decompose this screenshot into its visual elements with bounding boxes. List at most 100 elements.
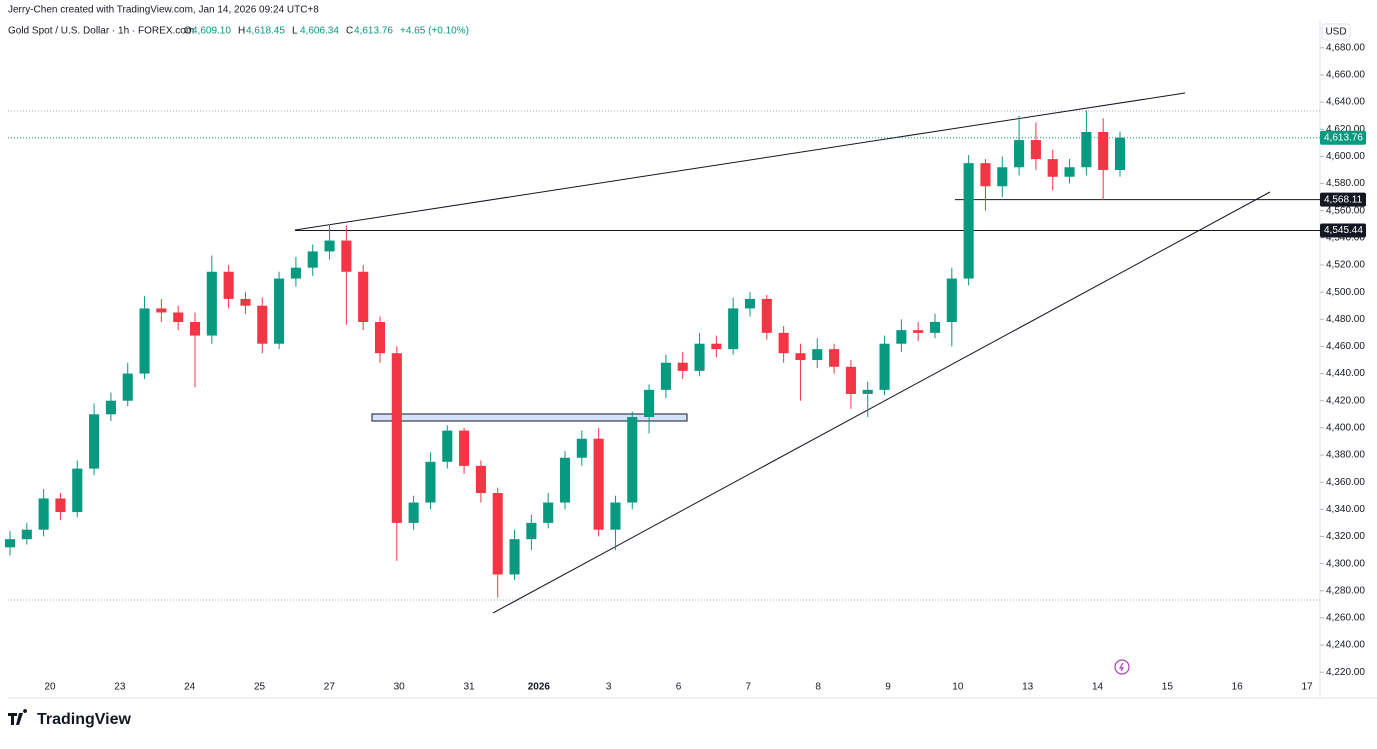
candle-body: [189, 321, 201, 336]
candle-body: [593, 438, 604, 530]
x-tick-label: 25: [254, 682, 266, 693]
candle-body: [543, 502, 554, 523]
candle-body: [1064, 167, 1075, 177]
candle-body: [980, 163, 991, 187]
candle-body: [374, 321, 386, 354]
candle-body: [122, 373, 133, 401]
candle-body: [391, 353, 402, 523]
candle-body: [627, 417, 638, 503]
candle-body: [475, 465, 486, 494]
candle-body: [845, 366, 856, 394]
candle-body: [1030, 140, 1041, 160]
candle-body: [744, 298, 756, 309]
legend: Gold Spot / U.S. Dollar · 1h · FOREX.com…: [8, 26, 469, 37]
ohlc-value: 4,609.10: [192, 26, 231, 37]
candle-body: [72, 468, 83, 513]
candle-body: [1098, 131, 1109, 170]
y-tick-label: 4,300.00: [1326, 558, 1365, 569]
x-tick-label: 9: [885, 682, 891, 693]
candle-body: [963, 163, 974, 279]
candle-body: [728, 308, 739, 350]
level-label: 4,545.44: [1324, 225, 1363, 236]
x-tick-label: 24: [184, 682, 196, 693]
candle-body: [408, 502, 419, 523]
y-tick-label: 4,640.00: [1326, 97, 1365, 108]
x-tick-label: 13: [1022, 682, 1034, 693]
candle-body: [341, 240, 352, 272]
candle-body: [324, 240, 335, 252]
candle-body: [139, 308, 150, 374]
candle-body: [660, 362, 671, 390]
event-icon: [1114, 659, 1130, 675]
candle-body: [644, 389, 655, 418]
candle-body: [274, 278, 285, 344]
y-tick-label: 4,260.00: [1326, 613, 1365, 624]
candle-body: [1047, 159, 1058, 177]
y-tick-label: 4,440.00: [1326, 368, 1365, 379]
candle-body: [290, 267, 301, 279]
x-tick-label: 14: [1092, 682, 1104, 693]
ohlc-key: H: [238, 26, 245, 37]
y-tick-label: 4,220.00: [1326, 667, 1365, 678]
candle-body: [610, 502, 621, 530]
x-tick-label: 10: [952, 682, 964, 693]
x-tick-label: 6: [676, 682, 682, 693]
candle-body: [206, 271, 217, 336]
x-tick-label: 2026: [528, 682, 551, 693]
candle-body: [156, 308, 167, 313]
x-tick-label: 16: [1232, 682, 1244, 693]
candle-body: [257, 305, 268, 344]
candle-body: [442, 430, 453, 462]
y-tick-label: 4,360.00: [1326, 477, 1365, 488]
candle-body: [829, 349, 840, 367]
change: +4.65 (+0.10%): [400, 26, 469, 37]
candle-body: [946, 278, 957, 322]
candle-body: [559, 457, 571, 503]
candle-body: [694, 343, 705, 371]
candle-body: [459, 430, 470, 466]
y-tick-label: 4,580.00: [1326, 178, 1365, 189]
ohlc-value: 4,618.45: [246, 26, 285, 37]
candle-body: [223, 271, 234, 299]
y-tick-label: 4,540.00: [1326, 232, 1365, 243]
y-tick-label: 4,680.00: [1326, 42, 1365, 53]
currency: USD: [1325, 27, 1346, 38]
candle-body: [55, 498, 66, 513]
y-tick-label: 4,320.00: [1326, 531, 1365, 542]
candle-body: [812, 349, 823, 360]
x-tick-label: 7: [746, 682, 752, 693]
candle-body: [778, 332, 789, 354]
candle-body: [1081, 131, 1092, 168]
currency-box: [1321, 23, 1351, 41]
x-tick-label: 23: [114, 682, 126, 693]
candle-body: [1014, 140, 1025, 168]
candle-body: [105, 400, 116, 415]
ohlc-value: 4,613.76: [354, 26, 393, 37]
y-tick-label: 4,460.00: [1326, 341, 1365, 352]
candle-body: [711, 343, 722, 350]
x-tick-label: 31: [463, 682, 475, 693]
x-tick-label: 15: [1162, 682, 1174, 693]
y-tick-label: 4,340.00: [1326, 504, 1365, 515]
y-tick-label: 4,420.00: [1326, 395, 1365, 406]
candle-body: [89, 414, 100, 469]
y-tick-label: 4,400.00: [1326, 423, 1365, 434]
ohlc-value: 4,606.34: [300, 26, 339, 37]
trend-line: [492, 191, 1271, 614]
y-tick-label: 4,600.00: [1326, 151, 1365, 162]
candle-body: [509, 539, 520, 575]
y-tick-label: 4,280.00: [1326, 585, 1365, 596]
symbol: Gold Spot / U.S. Dollar · 1h · FOREX.com: [8, 26, 194, 37]
y-tick-label: 4,500.00: [1326, 287, 1365, 298]
candle-body: [576, 438, 587, 458]
candle-body: [862, 389, 873, 394]
brand: TradingView: [37, 711, 132, 728]
brand-logo: [8, 709, 28, 725]
ohlc-key: L: [292, 26, 298, 37]
y-tick-label: 4,520.00: [1326, 260, 1365, 271]
candle-body: [173, 312, 184, 322]
x-tick-label: 8: [815, 682, 821, 693]
y-tick-label: 4,480.00: [1326, 314, 1365, 325]
y-tick-label: 4,620.00: [1326, 124, 1365, 135]
ohlc-key: O: [184, 26, 192, 37]
